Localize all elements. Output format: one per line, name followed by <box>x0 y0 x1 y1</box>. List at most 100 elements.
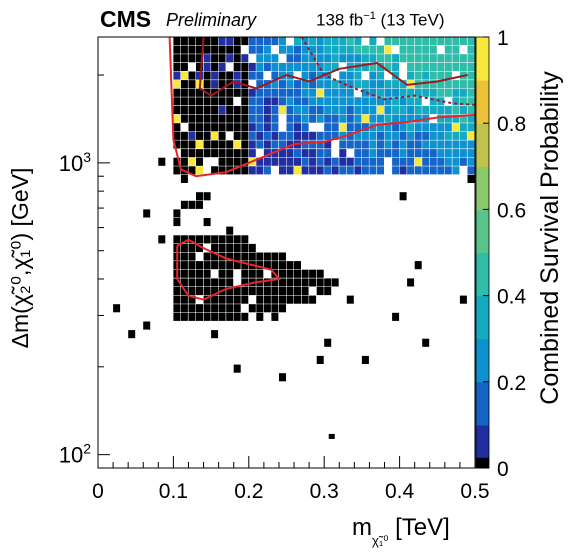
heatmap-cell <box>354 149 362 158</box>
heatmap-cell <box>173 235 181 244</box>
heatmap-cell <box>218 235 226 244</box>
heatmap-cell <box>324 80 332 89</box>
heatmap-cell <box>196 54 203 63</box>
heatmap-cell <box>294 269 301 278</box>
energy-label: (13 TeV) <box>375 10 445 30</box>
heatmap-cell <box>384 80 392 89</box>
heatmap-cell <box>437 88 445 97</box>
heatmap-cell <box>279 373 286 382</box>
heatmap-cell <box>263 287 271 296</box>
heatmap-cell <box>437 80 445 89</box>
heatmap-cell <box>429 140 437 149</box>
colorbar-segment <box>476 317 489 329</box>
heatmap-cell <box>241 149 249 158</box>
heatmap-cell <box>339 149 347 158</box>
heatmap-cell <box>301 37 309 46</box>
heatmap-cells <box>113 37 475 439</box>
colorbar-segment <box>476 306 489 318</box>
heatmap-cell <box>211 243 219 252</box>
heatmap-cell <box>241 106 249 115</box>
heatmap-cell <box>271 304 279 313</box>
heatmap-cell <box>354 166 362 175</box>
heatmap-cell <box>437 37 445 46</box>
heatmap-cell <box>301 269 309 278</box>
heatmap-cell <box>392 80 400 89</box>
heatmap-cell <box>316 88 324 97</box>
heatmap-cell <box>331 106 339 115</box>
heatmap-cell <box>241 88 249 97</box>
heatmap-cell <box>248 97 256 106</box>
heatmap-cell <box>203 192 211 201</box>
heatmap-cell <box>188 252 196 261</box>
heatmap-cell <box>294 88 301 97</box>
heatmap-cell <box>188 287 196 296</box>
heatmap-cell <box>324 106 332 115</box>
heatmap-cell <box>459 295 467 304</box>
heatmap-cell <box>354 71 362 80</box>
colorbar-segment <box>476 133 489 146</box>
heatmap-cell <box>422 131 430 140</box>
heatmap-cell <box>203 269 211 278</box>
heatmap-cell <box>414 62 422 71</box>
heatmap-cell <box>339 71 347 80</box>
heatmap-cell <box>203 62 211 71</box>
heatmap-cell <box>263 88 271 97</box>
heatmap-cell <box>173 131 181 140</box>
heatmap-cell <box>226 114 234 123</box>
heatmap-cell <box>180 304 188 313</box>
heatmap-cell <box>331 166 339 175</box>
heatmap-cell <box>324 338 332 347</box>
heatmap-cell <box>444 37 452 46</box>
heatmap-cell <box>301 62 309 71</box>
heatmap-cell <box>196 62 203 71</box>
heatmap-cell <box>429 80 437 89</box>
heatmap-cell <box>377 149 384 158</box>
heatmap-cell <box>233 149 241 158</box>
heatmap-cell <box>422 62 430 71</box>
heatmap-cell <box>377 45 384 54</box>
heatmap-cell <box>377 54 384 63</box>
colorbar-tick-label: 0 <box>497 458 509 481</box>
colorbar-segment <box>476 144 489 157</box>
heatmap-cell <box>143 209 151 218</box>
heatmap-cell <box>361 123 369 132</box>
y-tick-label: 103 <box>59 149 91 176</box>
heatmap-cell <box>392 97 400 106</box>
heatmap-cell <box>324 71 332 80</box>
heatmap-cell <box>286 106 294 115</box>
heatmap-cell <box>309 71 317 80</box>
heatmap-cell <box>392 140 400 149</box>
heatmap-cell <box>279 166 286 175</box>
heatmap-cell <box>294 149 301 158</box>
heatmap-cell <box>369 88 377 97</box>
heatmap-cell <box>354 114 362 123</box>
heatmap-cell <box>459 114 467 123</box>
heatmap-cell <box>203 97 211 106</box>
heatmap-cell <box>346 295 354 304</box>
heatmap-cell <box>196 123 203 132</box>
heatmap-cell <box>271 140 279 149</box>
heatmap-cell <box>377 88 384 97</box>
heatmap-cell <box>173 278 181 287</box>
heatmap-cell <box>241 37 249 46</box>
heatmap-cell <box>377 166 384 175</box>
heatmap-cell <box>256 106 264 115</box>
heatmap-cell <box>346 166 354 175</box>
heatmap-cell <box>173 157 181 166</box>
heatmap-cell <box>188 80 196 89</box>
heatmap-cell <box>414 123 422 132</box>
heatmap-cell <box>248 123 256 132</box>
heatmap-cell <box>218 295 226 304</box>
heatmap-cell <box>180 157 188 166</box>
heatmap-cell <box>173 209 181 218</box>
heatmap-cell <box>392 54 400 63</box>
colorbar-segment <box>476 284 489 297</box>
heatmap-cell <box>233 88 241 97</box>
heatmap-cell <box>384 54 392 63</box>
heatmap-cell <box>354 37 362 46</box>
heatmap-cell <box>180 269 188 278</box>
heatmap-cell <box>437 123 445 132</box>
heatmap-cell <box>188 114 196 123</box>
heatmap-cell <box>324 54 332 63</box>
heatmap-cell <box>414 114 422 123</box>
